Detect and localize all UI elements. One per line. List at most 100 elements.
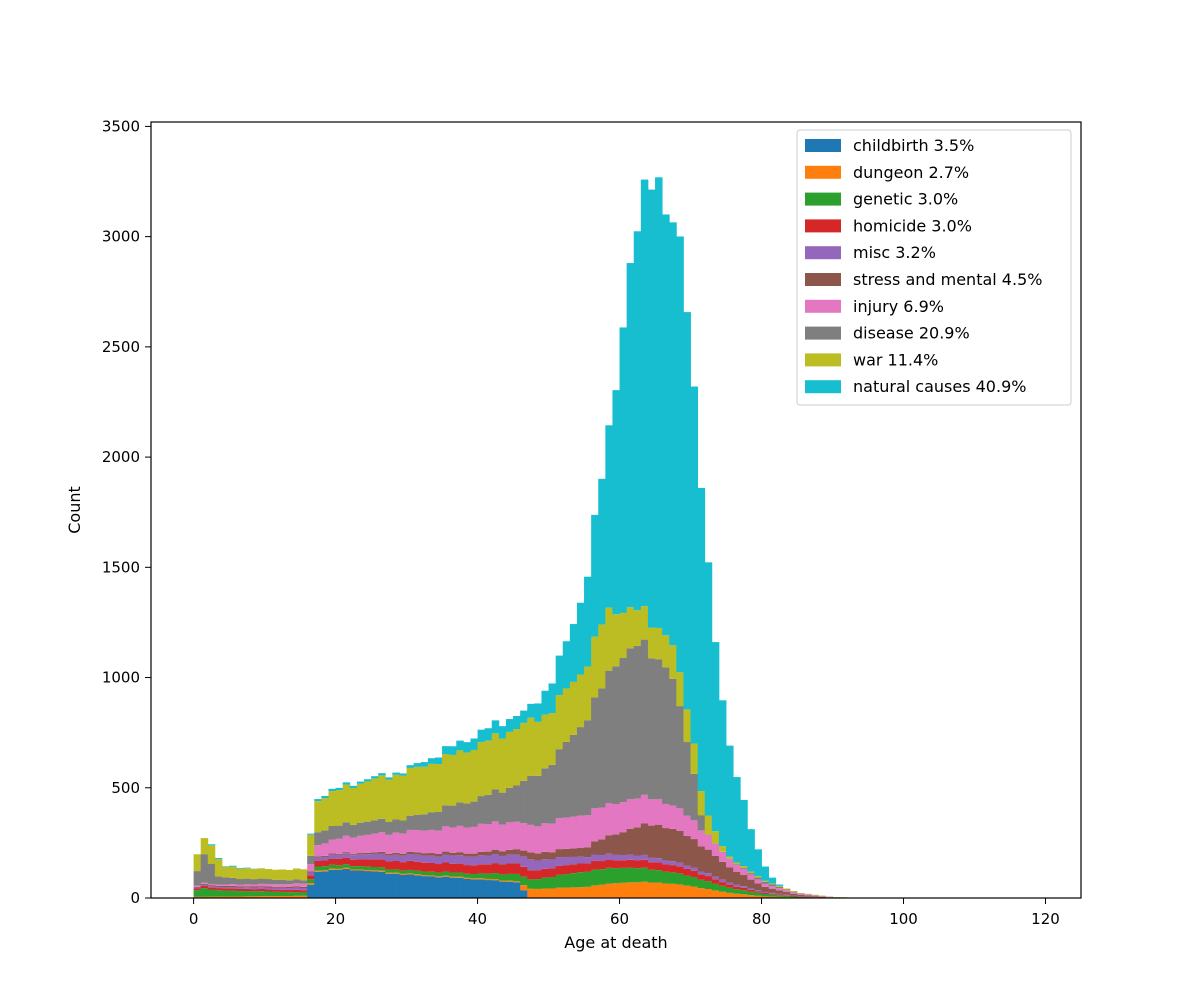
bar-homicide-age-41: [484, 864, 493, 874]
legend-swatch: [805, 192, 841, 206]
bar-disease-age-81: [768, 884, 777, 887]
bar-genetic-age-55: [584, 871, 592, 887]
bar-natural-age-2: [207, 844, 216, 846]
bar-homicide-age-60: [619, 860, 628, 868]
bar-injury-age-21: [342, 835, 351, 853]
bar-natural-age-37: [456, 740, 464, 751]
bar-disease-age-6: [236, 879, 244, 885]
bar-disease-age-37: [456, 802, 464, 826]
x-tick-label: 60: [610, 910, 629, 928]
bar-homicide-age-24: [363, 859, 372, 867]
bar-childbirth-age-31: [413, 875, 422, 898]
bar-injury-age-59: [612, 804, 620, 835]
bar-dungeon-age-9: [257, 896, 265, 898]
bar-childbirth-age-41: [484, 880, 493, 898]
bar-childbirth-age-28: [392, 873, 400, 898]
bar-misc-age-26: [378, 853, 386, 860]
bar-injury-age-25: [371, 833, 379, 853]
bar-stress-age-81: [768, 888, 777, 893]
bar-stress-age-16: [307, 871, 315, 873]
bar-war-age-57: [598, 624, 606, 689]
bar-stress-age-73: [711, 855, 720, 877]
bar-genetic-age-47: [527, 879, 535, 889]
bar-injury-age-41: [484, 824, 493, 852]
bar-injury-age-13: [285, 884, 294, 888]
bar-dungeon-age-14: [292, 895, 301, 898]
bar-natural-age-79: [754, 849, 762, 877]
bar-homicide-age-66: [662, 864, 670, 872]
bar-disease-age-3: [214, 876, 223, 885]
bar-misc-age-50: [548, 859, 557, 869]
bar-natural-age-31: [413, 763, 422, 767]
bar-stress-age-37: [456, 852, 464, 856]
bar-childbirth-age-26: [378, 871, 386, 898]
bar-natural-age-61: [626, 263, 635, 608]
bar-genetic-age-54: [576, 872, 585, 888]
bar-stress-age-6: [236, 886, 244, 888]
bar-natural-age-77: [740, 799, 748, 867]
bar-disease-age-43: [498, 792, 507, 825]
bar-childbirth-age-33: [427, 876, 436, 898]
bar-natural-age-60: [619, 327, 628, 613]
bar-genetic-age-50: [548, 877, 557, 889]
bar-homicide-age-36: [449, 863, 457, 873]
bar-genetic-age-7: [243, 891, 251, 897]
bar-homicide-age-54: [576, 863, 585, 873]
bar-dungeon-age-31: [413, 874, 422, 876]
bar-homicide-age-18: [321, 860, 329, 867]
bar-stress-age-77: [740, 875, 748, 887]
bar-dungeon-age-49: [541, 888, 549, 898]
bar-dungeon-age-38: [463, 877, 471, 879]
bar-misc-age-14: [292, 887, 301, 890]
bar-war-age-43: [498, 738, 507, 793]
bar-disease-age-42: [491, 789, 500, 822]
bar-misc-age-75: [726, 882, 734, 885]
bar-injury-age-3: [214, 884, 223, 886]
legend-entry-label: dungeon 2.7%: [853, 163, 969, 182]
bar-genetic-age-12: [278, 891, 287, 897]
bar-homicide-age-45: [513, 863, 521, 874]
x-axis-ticks: 0 20 40 60 80 100 120: [189, 898, 1060, 928]
bar-injury-age-55: [584, 815, 592, 848]
bar-natural-age-43: [498, 726, 507, 739]
bar-war-age-60: [619, 612, 628, 659]
bar-misc-age-30: [406, 854, 415, 861]
bar-dungeon-age-20: [335, 868, 344, 870]
legend-swatch: [805, 353, 841, 367]
bar-genetic-age-56: [591, 869, 599, 886]
bar-homicide-age-4: [221, 888, 230, 891]
bar-war-age-51: [555, 695, 564, 750]
bar-homicide-age-26: [378, 859, 386, 868]
bar-misc-age-52: [562, 857, 571, 866]
bar-injury-age-85: [797, 894, 805, 896]
bar-stress-age-65: [655, 824, 663, 859]
bar-stress-age-36: [449, 852, 457, 856]
bar-disease-age-69: [683, 742, 691, 816]
bar-genetic-age-66: [662, 871, 670, 884]
bar-homicide-age-44: [505, 863, 514, 874]
bar-stress-age-28: [392, 852, 400, 855]
bar-disease-age-47: [527, 775, 535, 825]
bar-natural-age-38: [463, 742, 471, 753]
bar-misc-age-42: [491, 854, 500, 864]
bar-dungeon-age-33: [427, 875, 436, 877]
bar-natural-age-33: [427, 758, 436, 764]
bar-war-age-17: [314, 801, 322, 833]
bar-homicide-age-5: [229, 888, 237, 891]
bar-dungeon-age-13: [285, 896, 294, 898]
bar-injury-age-51: [555, 818, 564, 850]
bar-homicide-age-27: [385, 861, 393, 870]
bar-genetic-age-70: [690, 877, 699, 887]
bar-childbirth-age-30: [406, 874, 415, 898]
bar-war-age-25: [371, 778, 379, 821]
bar-war-age-65: [655, 627, 663, 660]
bar-injury-age-54: [576, 815, 585, 849]
bar-genetic-age-4: [221, 890, 230, 897]
bar-injury-age-80: [761, 883, 770, 887]
bar-dungeon-age-63: [640, 881, 649, 898]
bar-childbirth-age-40: [477, 879, 486, 898]
bar-misc-age-55: [584, 857, 592, 864]
bar-injury-age-27: [385, 834, 393, 854]
bar-natural-age-32: [420, 762, 429, 767]
bar-stress-age-38: [463, 853, 471, 857]
